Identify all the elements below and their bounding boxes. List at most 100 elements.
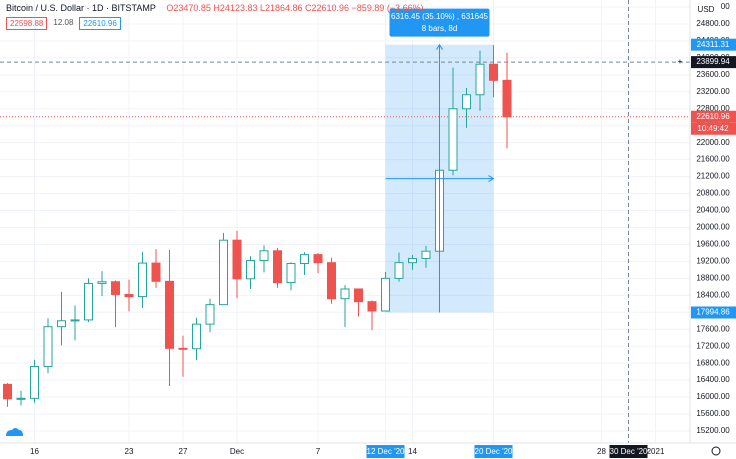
x-tick-label: 7 (316, 447, 321, 456)
candle-body (313, 254, 323, 264)
spread: 12.08 (53, 18, 74, 27)
measure-high-label-bg (691, 38, 736, 51)
y-tick-label: 24800.00 (696, 19, 730, 28)
x-label-highlight (366, 445, 405, 458)
settings-icon[interactable] (711, 446, 721, 456)
x-tick-label: 16 (30, 447, 39, 456)
ohlc: O23470.85 H24123.83 L21864.86 C22610.96 … (166, 3, 424, 13)
candle-body (232, 239, 242, 280)
y-tick-label: 16000.00 (696, 392, 730, 401)
arrow-head (488, 175, 495, 183)
x-label-highlight (609, 445, 648, 458)
last-price-label-bg (691, 110, 736, 123)
measure-label: 6316.45 (35.10%) , 631645 (391, 12, 489, 21)
y-tick-label: 21600.00 (696, 155, 730, 164)
measure-high-label: 24311.31 (697, 40, 730, 49)
x-tick-label: 30 Dec '20 (610, 447, 649, 456)
y-tick-label: 22800.00 (696, 104, 730, 113)
logo (6, 428, 23, 436)
quote-boxes: 22598.88 12.08 22610.96 (6, 17, 121, 30)
currency-box (692, 1, 720, 17)
candle-body (327, 262, 336, 300)
candle-body (111, 281, 120, 295)
y-tick-label: 15600.00 (696, 409, 730, 418)
y-tick-label: 17200.00 (696, 341, 730, 350)
legend: Bitcoin / U.S. Dollar · 1D · BITSTAMP O2… (6, 3, 432, 13)
last-price-label: 22610.96 (696, 112, 730, 121)
candle-body (408, 257, 417, 264)
y-tick-label: 21200.00 (696, 172, 730, 181)
candle-body (84, 282, 93, 321)
candle-body (138, 262, 147, 298)
crosshair-plus: + (678, 57, 683, 66)
candle-body (43, 326, 53, 368)
symbol: Bitcoin / U.S. Dollar · 1D · BITSTAMP (6, 3, 156, 13)
x-tick-label: 28 (597, 447, 606, 456)
candle-body (367, 301, 377, 312)
y-tick-label: 18800.00 (696, 273, 730, 282)
candle-body (124, 293, 134, 298)
countdown: 10:49:42 (697, 124, 729, 133)
candle-body (259, 250, 269, 262)
y-tick-label: 15200.00 (696, 426, 730, 435)
measure-tooltip (389, 8, 490, 37)
candle-body (475, 63, 485, 96)
x-tick-label: 14 (408, 447, 417, 456)
candle-body (354, 288, 363, 303)
x-tick-label: Dec (230, 447, 244, 456)
candle-body (97, 281, 107, 284)
x-tick-label: 20 Dec '20 (475, 447, 514, 456)
candle-body (489, 63, 498, 81)
candle-body (70, 319, 80, 322)
measure-sublabel: 8 bars, 8d (422, 24, 458, 33)
candle-body (205, 304, 215, 325)
y-tick-label: 23200.00 (696, 87, 730, 96)
y-tick-label: 20800.00 (696, 189, 730, 198)
ask-box[interactable]: 22610.96 (79, 17, 121, 30)
measure-low-label: 17994.86 (696, 308, 730, 317)
bid-box[interactable]: 22598.88 (6, 17, 48, 30)
candle-body (165, 280, 174, 349)
crosshair-price-label: 23899.94 (696, 57, 730, 66)
y-tick-label: 23600.00 (696, 70, 730, 79)
x-label-highlight (474, 445, 513, 458)
candle-body (502, 79, 512, 118)
currency: USD (698, 5, 715, 14)
y-tick-label: 20000.00 (696, 223, 730, 232)
arrow-head (436, 43, 443, 50)
countdown-bg (691, 122, 736, 135)
y-tick-label: 19600.00 (696, 240, 730, 249)
candle-body (421, 250, 431, 259)
y-tick-label: 19200.00 (696, 257, 730, 266)
candle-body (340, 288, 350, 300)
y-tick-label: 16400.00 (696, 375, 730, 384)
candle-body (3, 383, 12, 400)
candle-body (246, 260, 255, 280)
y-tick-label: 20400.00 (696, 206, 730, 215)
x-tick-label: 27 (179, 447, 188, 456)
measure-low-label-bg (691, 306, 736, 319)
x-tick-label: 2021 (647, 447, 665, 456)
x-tick-label: 12 Dec '20 (367, 447, 406, 456)
candle-body (300, 254, 309, 265)
y-tick-label: 17600.00 (696, 324, 730, 333)
candle-body (57, 320, 66, 328)
candle-body (16, 397, 26, 400)
candle-body (192, 323, 201, 350)
y-tick-label: 18400.00 (696, 290, 730, 299)
candle-body (286, 263, 296, 284)
candle-body (30, 366, 39, 399)
y-tick-label: 16800.00 (696, 358, 730, 367)
x-tick-label: 23 (125, 447, 134, 456)
candle-body (219, 239, 228, 306)
candle-body (273, 250, 282, 284)
crosshair-price-label-bg (691, 56, 736, 69)
candle-body (178, 347, 188, 350)
y-tick-label: 22000.00 (696, 138, 730, 147)
candle-body (151, 262, 161, 282)
candle-body (381, 277, 390, 312)
candle-body (448, 108, 458, 171)
